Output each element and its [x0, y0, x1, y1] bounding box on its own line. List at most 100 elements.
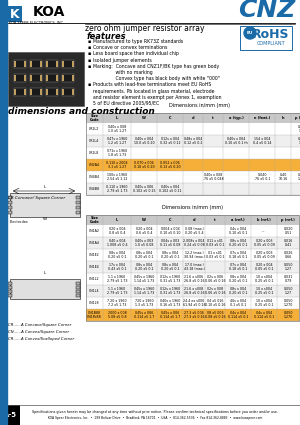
Text: 0.050
1.270: 0.050 1.270	[283, 311, 293, 319]
Bar	[46, 74, 58, 82]
Text: CR......A Concave/Square Corner: CR......A Concave/Square Corner	[8, 323, 71, 327]
Text: 0.016
0.41: 0.016 0.41	[283, 239, 293, 247]
Bar	[46, 89, 48, 95]
Text: 08s x 004
0.20 x5 0.1: 08s x 004 0.20 x5 0.1	[161, 263, 179, 271]
Bar	[8, 6, 22, 22]
Bar	[30, 74, 42, 82]
Bar	[240, 26, 292, 50]
Bar	[76, 201, 80, 204]
Text: CR......A Convex/Scalloped Corner: CR......A Convex/Scalloped Corner	[8, 337, 74, 341]
Text: 08s x 004
0.20 x5 0.1: 08s x 004 0.20 x5 0.1	[229, 287, 247, 295]
Bar	[76, 286, 80, 289]
Text: W: W	[142, 218, 146, 222]
Text: 020 x 004
0.05 x5 0.1: 020 x 004 0.05 x5 0.1	[255, 263, 273, 271]
Text: CR1L4: CR1L4	[89, 139, 100, 143]
Text: 0.040
.76 x5 0.1: 0.040 .76 x5 0.1	[254, 173, 270, 181]
Text: L: L	[116, 218, 118, 222]
Bar	[86, 285, 299, 297]
Text: CN1L4: CN1L4	[89, 289, 100, 293]
Text: 045s x 1960
1.14 x5 1.73: 045s x 1960 1.14 x5 1.73	[134, 287, 154, 295]
Bar	[56, 89, 58, 95]
Text: 012s x 1960
0.31 x5 1.73: 012s x 1960 0.31 x5 1.73	[160, 275, 180, 283]
Text: Concave or convex terminations: Concave or convex terminations	[93, 45, 167, 50]
Text: 045s x 006
0.114 x5 1.7: 045s x 006 0.114 x5 1.7	[134, 311, 154, 319]
Bar	[56, 75, 58, 81]
Text: 27.3 x5 006
27.3 x5 0.16: 27.3 x5 006 27.3 x5 0.16	[184, 311, 204, 319]
Text: 0.050
1.27: 0.050 1.27	[283, 287, 293, 295]
Text: t: t	[212, 116, 214, 120]
Text: 045s x 1960
1.14 x5 1.73: 045s x 1960 1.14 x5 1.73	[134, 275, 154, 283]
Text: 0.110 x 2004
3.1 x5 1.27: 0.110 x 2004 3.1 x5 1.27	[106, 161, 128, 169]
Text: CNZ: CNZ	[238, 0, 295, 22]
Text: 071s x 1960
1.8 x5 1.73: 071s x 1960 1.8 x5 1.73	[107, 149, 127, 157]
Text: 0.050
1.27: 0.050 1.27	[297, 125, 300, 133]
Text: ▪: ▪	[88, 82, 91, 88]
Bar	[86, 135, 300, 147]
Bar	[62, 60, 74, 68]
Text: 020 x 003
0.05 x5 0.09: 020 x 003 0.05 x5 0.09	[254, 239, 274, 247]
Text: KOA: KOA	[33, 5, 65, 19]
Text: K: K	[10, 8, 20, 20]
Text: 10 x s004
0.25 x5 0.1: 10 x s004 0.25 x5 0.1	[255, 287, 273, 295]
Text: 004s x 003
0.11 x5 0.08: 004s x 003 0.11 x5 0.08	[160, 239, 180, 247]
Text: 02s x 006
0.06 x5 0.16: 02s x 006 0.06 x5 0.16	[205, 275, 225, 283]
Text: L: L	[116, 116, 118, 120]
Bar	[72, 75, 74, 81]
Text: CN1L2: CN1L2	[89, 277, 100, 281]
Text: Marking:  Concave and CNZ1F/BK type has green body: Marking: Concave and CNZ1F/BK type has g…	[93, 64, 219, 69]
Bar	[24, 61, 26, 67]
Bar	[8, 294, 12, 297]
Text: 04s x 004
0.10 x5 0.1: 04s x 004 0.10 x5 0.1	[229, 227, 247, 235]
Text: n (feat.): n (feat.)	[254, 116, 270, 120]
Circle shape	[244, 27, 256, 39]
Text: Size
Code: Size Code	[90, 114, 99, 122]
Bar	[62, 88, 74, 96]
Text: and resistor element is exempt per Annex 1, exemption: and resistor element is exempt per Annex…	[93, 95, 221, 100]
Text: ▪: ▪	[88, 64, 91, 69]
Bar	[56, 61, 58, 67]
Text: L: L	[44, 271, 46, 275]
Bar	[40, 89, 42, 95]
Text: Specifications given herein may be changed at any time without prior notice. Ple: Specifications given herein may be chang…	[32, 410, 278, 414]
Text: 08s x 004
0.20 x5 0.1: 08s x 004 0.20 x5 0.1	[135, 263, 153, 271]
Text: 047s x 1960
1.2 x5 1.27: 047s x 1960 1.2 x5 1.27	[107, 137, 127, 145]
Text: CN4B8: CN4B8	[89, 187, 100, 191]
Bar	[86, 159, 300, 171]
Text: 045s x 006
0.114 x5 1.7: 045s x 006 0.114 x5 1.7	[160, 311, 180, 319]
Text: 08s x 004
0.20 x5 0.1: 08s x 004 0.20 x5 0.1	[229, 275, 247, 283]
Bar	[30, 61, 32, 67]
Text: 040s x 003
1.0 x5 0.08: 040s x 003 1.0 x5 0.08	[135, 239, 153, 247]
Text: 012s x 004
0.32 x5 0.12: 012s x 004 0.32 x5 0.12	[160, 137, 180, 145]
Bar	[30, 89, 32, 95]
Text: Size
Code: Size Code	[90, 216, 99, 224]
Text: COMPLIANT: COMPLIANT	[257, 40, 285, 45]
Text: 0.026
0.66: 0.026 0.66	[283, 251, 293, 259]
Text: 40s x 004
0.1 x5 0.1: 40s x 004 0.1 x5 0.1	[230, 299, 246, 307]
Bar	[72, 89, 74, 95]
Text: Electrodes: Electrodes	[10, 220, 29, 224]
Text: W: W	[142, 116, 146, 120]
Text: 04s x 004
0.114 x5 0.1: 04s x 004 0.114 x5 0.1	[254, 311, 274, 319]
Bar	[40, 61, 42, 67]
Text: 0.031
0.79: 0.031 0.79	[283, 275, 293, 283]
Text: W: W	[43, 217, 47, 221]
Text: EU: EU	[247, 31, 253, 35]
Bar	[8, 282, 12, 285]
Bar	[8, 211, 12, 214]
Text: 0.40
10.16: 0.40 10.16	[278, 173, 288, 181]
Text: 040s x 004
0.102 x5 0.11: 040s x 004 0.102 x5 0.11	[159, 185, 181, 193]
Text: Convex type has black body with white "000": Convex type has black body with white "0…	[93, 76, 220, 81]
Text: 08s x 004
0.20 x5 0.1: 08s x 004 0.20 x5 0.1	[108, 251, 126, 259]
Text: 0004 x 004
0.10 x5 0.10: 0004 x 004 0.10 x5 0.10	[160, 227, 180, 235]
Text: 0.070 x 006
0.18 x5 0.20: 0.070 x 006 0.18 x5 0.20	[134, 161, 154, 169]
Bar	[86, 215, 299, 225]
Text: 0.050
1.27: 0.050 1.27	[283, 263, 293, 271]
Text: RoHS: RoHS	[252, 28, 290, 40]
Bar	[62, 74, 74, 82]
Text: 04 x5 016
0.10 x5 0.16: 04 x5 016 0.10 x5 0.16	[205, 299, 225, 307]
Bar	[8, 290, 12, 293]
Text: 040s x 1960
0.16 x5 1.73: 040s x 1960 0.16 x5 1.73	[160, 299, 180, 307]
Text: 020 x 004
0.6 x5 0.4: 020 x 004 0.6 x5 0.4	[136, 227, 152, 235]
Text: 10 x s004
0.25 x5 0.1: 10 x s004 0.25 x5 0.1	[255, 275, 273, 283]
Text: CN1A2: CN1A2	[89, 229, 100, 233]
